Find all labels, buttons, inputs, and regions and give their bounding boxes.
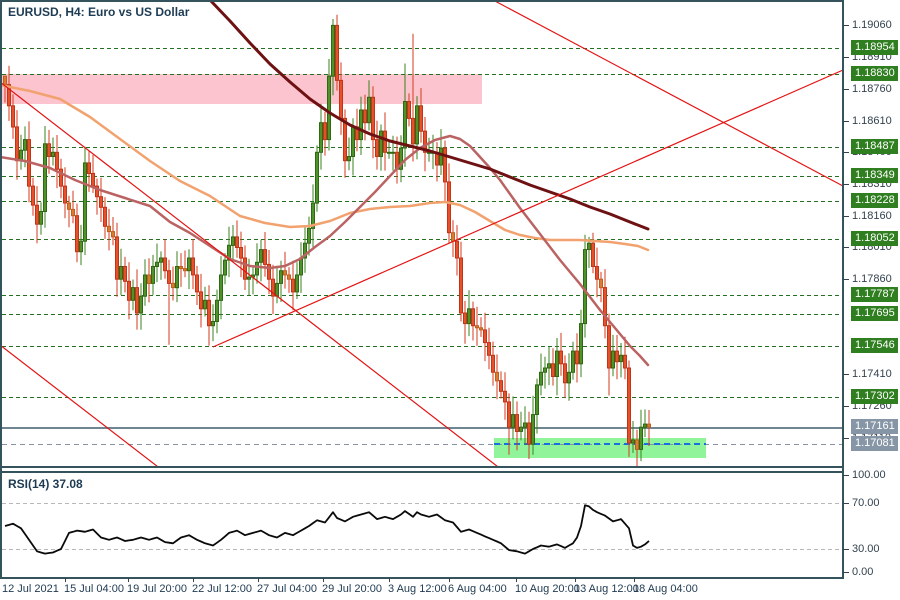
- time-axis-label: 13 Aug 12:00: [574, 583, 639, 595]
- price-level-badge: 1.17161: [851, 419, 898, 434]
- price-axis-label: 1.19060: [852, 19, 892, 31]
- candlestick-plot[interactable]: [0, 0, 843, 467]
- bid-price-line: [2, 427, 843, 429]
- chart-title: EURUSD, H4: Euro vs US Dollar: [8, 5, 190, 19]
- price-level-badge: 1.18228: [851, 193, 898, 208]
- grid-dashed-line: [2, 346, 843, 347]
- rsi-level-dashed-line: [2, 549, 843, 550]
- ma-fast-orange: [0, 83, 650, 252]
- price-tick: [843, 406, 849, 407]
- frame-top-border: [0, 0, 844, 2]
- rsi-plot[interactable]: [0, 473, 843, 577]
- rsi-axis-label: 0.00: [852, 566, 874, 578]
- price-tick: [843, 247, 849, 248]
- descending-line-right: [492, 0, 843, 187]
- ascending-trendline: [212, 69, 843, 348]
- price-level-badge: 1.17695: [851, 306, 898, 321]
- time-tick: [128, 578, 129, 582]
- time-axis-label: 10 Aug 20:00: [515, 583, 580, 595]
- time-tick: [449, 578, 450, 582]
- price-tick: [843, 279, 849, 280]
- rsi-pane-top-border: [0, 471, 844, 473]
- price-level-badge: 1.17546: [851, 338, 898, 353]
- time-axis-label: 3 Aug 12:00: [388, 583, 447, 595]
- price-tick: [843, 216, 849, 217]
- price-axis-label: 1.18760: [852, 83, 892, 95]
- time-tick: [323, 578, 324, 582]
- grid-dashed-line: [2, 314, 843, 315]
- rsi-axis-label: 30.00: [852, 543, 880, 555]
- price-axis-label: 1.17860: [852, 273, 892, 285]
- rsi-level-dashed-line: [2, 503, 843, 504]
- price-level-badge: 1.17081: [851, 436, 898, 451]
- price-level-badge: 1.17302: [851, 389, 898, 404]
- time-axis-label: 22 Jul 12:00: [192, 583, 252, 595]
- grid-dashed-line: [2, 239, 843, 240]
- grid-dashed-line: [2, 48, 843, 49]
- price-axis-label: 1.18160: [852, 210, 892, 222]
- rsi-axis-tick: [843, 572, 849, 573]
- price-tick: [843, 121, 849, 122]
- price-level-badge: 1.18954: [851, 40, 898, 55]
- grid-dashed-line: [2, 295, 843, 296]
- grid-dashed-line: [2, 201, 843, 202]
- price-tick: [843, 184, 849, 185]
- rsi-axis-label: 70.00: [852, 497, 880, 509]
- rsi-indicator-label: RSI(14) 37.08: [8, 477, 83, 491]
- price-tick: [843, 438, 849, 439]
- price-pane-bottom-border: [0, 466, 844, 468]
- rsi-axis-label: 100.00: [852, 469, 886, 481]
- price-level-badge: 1.18349: [851, 168, 898, 183]
- time-tick: [65, 578, 66, 582]
- time-axis-label: 15 Jul 04:00: [64, 583, 124, 595]
- price-axis-label: 1.18610: [852, 115, 892, 127]
- time-axis-label: 12 Jul 2021: [2, 583, 59, 595]
- gray-dashed-level-line: [2, 444, 843, 445]
- grid-dashed-line: [2, 74, 843, 75]
- time-tick: [389, 578, 390, 582]
- price-tick: [843, 25, 849, 26]
- rsi-pane-bottom-border: [0, 577, 844, 579]
- grid-dashed-line: [2, 176, 843, 177]
- resistance-zone: [0, 74, 482, 104]
- price-level-badge: 1.18830: [851, 66, 898, 81]
- price-tick: [843, 57, 849, 58]
- price-level-badge: 1.17787: [851, 287, 898, 302]
- price-tick: [843, 152, 849, 153]
- rsi-axis-tick: [843, 475, 849, 476]
- price-level-badge: 1.18052: [851, 231, 898, 246]
- time-tick: [193, 578, 194, 582]
- time-tick: [634, 578, 635, 582]
- frame-right-border: [842, 0, 844, 579]
- time-tick: [575, 578, 576, 582]
- descending-channel-upper: [0, 81, 500, 467]
- time-axis-label: 6 Aug 04:00: [448, 583, 507, 595]
- time-tick: [516, 578, 517, 582]
- time-axis-label: 29 Jul 20:00: [322, 583, 382, 595]
- grid-dashed-line: [2, 397, 843, 398]
- ma-slow-maroon: [208, 0, 650, 231]
- rsi-axis-tick: [843, 503, 849, 504]
- rsi-axis-tick: [843, 549, 849, 550]
- price-tick: [843, 374, 849, 375]
- price-tick: [843, 89, 849, 90]
- time-axis-label: 19 Jul 20:00: [127, 583, 187, 595]
- price-axis-label: 1.17410: [852, 368, 892, 380]
- blue-dashed-support-line: [494, 443, 706, 445]
- frame-left-border: [0, 0, 2, 579]
- descending-channel-lower: [0, 344, 160, 467]
- time-tick: [258, 578, 259, 582]
- ma-mid-rose: [0, 134, 650, 367]
- time-axis-label: 27 Jul 04:00: [257, 583, 317, 595]
- price-level-badge: 1.18487: [851, 139, 898, 154]
- time-axis-label: 18 Aug 04:00: [633, 583, 698, 595]
